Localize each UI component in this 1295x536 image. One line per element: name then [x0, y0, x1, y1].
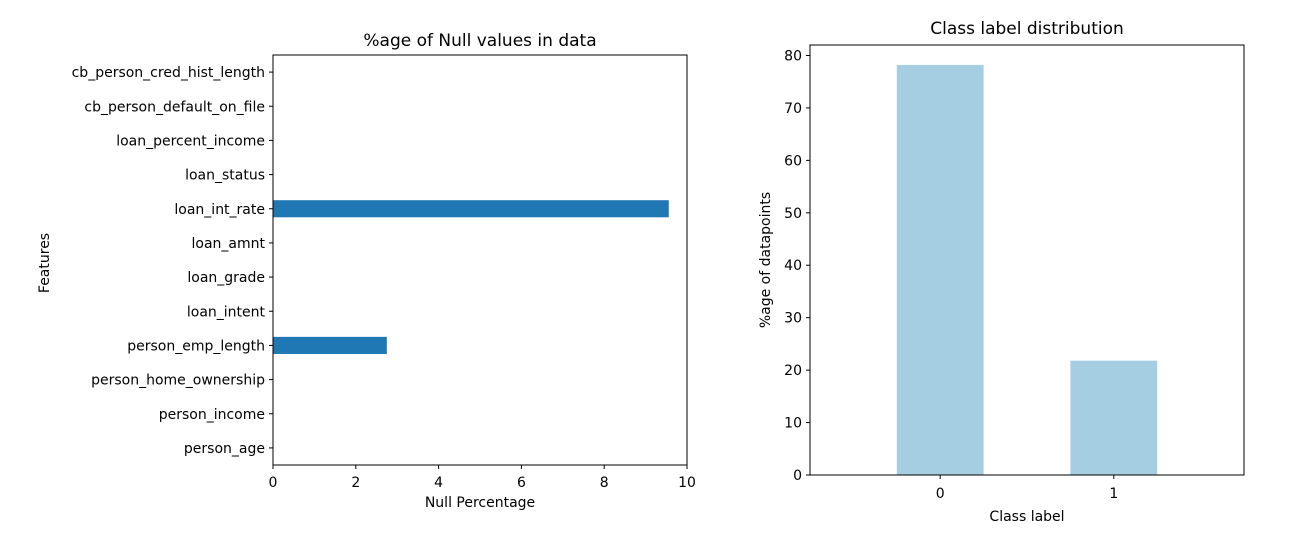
right-bars — [896, 64, 1158, 476]
left-x-tick-label: 8 — [600, 475, 609, 491]
right-y-tick-label: 10 — [784, 416, 802, 432]
left-y-axis-label: Features — [37, 233, 53, 293]
right-y-tick-label: 30 — [784, 311, 802, 327]
left-y-tick-label: loan_grade — [187, 270, 265, 286]
left-plot-frame — [272, 54, 688, 466]
left-x-tick-label: 6 — [517, 475, 526, 491]
right-y-tick-label: 40 — [784, 258, 802, 274]
left-y-tick-label: loan_intent — [187, 304, 266, 320]
left-chart-title: %age of Null values in data — [363, 31, 596, 51]
left-x-tick-labels: 0 2 4 6 8 10 — [269, 465, 696, 491]
right-x-tick-label: 1 — [1109, 486, 1118, 502]
null-bar-person_emp_length — [273, 336, 387, 354]
left-y-tick-label: person_age — [184, 441, 265, 457]
class-bar-0 — [896, 64, 984, 476]
right-y-tick-label: 70 — [784, 101, 802, 117]
right-y-axis-label: %age of datapoints — [758, 192, 774, 328]
right-y-tick-label: 60 — [784, 153, 802, 169]
right-y-tick-label: 20 — [784, 363, 802, 379]
left-y-tick-label: person_emp_length — [127, 338, 265, 354]
left-y-tick-label: loan_amnt — [192, 236, 266, 252]
left-x-tick-label: 10 — [678, 475, 696, 491]
class-bar-1 — [1070, 360, 1158, 475]
right-plot-frame — [809, 44, 1245, 476]
left-y-tick-label: loan_status — [185, 168, 265, 184]
left-bars — [273, 200, 669, 354]
left-y-tick-label: loan_percent_income — [116, 133, 265, 149]
right-x-axis-label: Class label — [989, 509, 1064, 525]
null-values-chart: %age of Null values in data person_agepe… — [37, 31, 696, 511]
right-y-tick-label: 80 — [784, 48, 802, 64]
null-bar-loan_int_rate — [273, 200, 669, 218]
left-x-tick-label: 0 — [269, 475, 278, 491]
left-y-tick-label: person_income — [159, 407, 265, 423]
left-x-tick-label: 2 — [351, 475, 360, 491]
left-x-tick-label: 4 — [434, 475, 443, 491]
left-y-tick-labels: person_age person_income person_home_owner… — [72, 65, 273, 457]
left-y-tick-label: loan_int_rate — [174, 202, 265, 218]
left-y-tick-label: cb_person_cred_hist_length — [72, 65, 265, 81]
class-distribution-chart: Class label distribution 010203040506070… — [758, 19, 1245, 525]
left-y-tick-label: person_home_ownership — [91, 373, 265, 389]
right-y-tick-labels: 0 10 20 30 40 50 60 70 80 — [784, 48, 810, 484]
right-y-tick-label: 50 — [784, 206, 802, 222]
right-y-tick-label: 0 — [793, 468, 802, 484]
right-x-tick-label: 0 — [936, 486, 945, 502]
left-x-axis-label: Null Percentage — [425, 495, 535, 511]
left-y-tick-label: cb_person_default_on_file — [84, 99, 265, 115]
right-chart-title: Class label distribution — [930, 19, 1124, 39]
